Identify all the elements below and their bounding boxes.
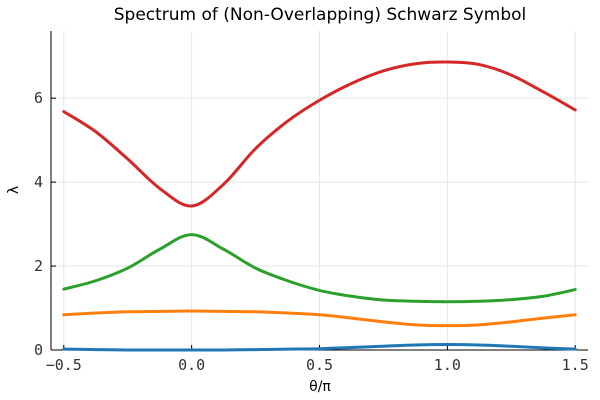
series-line-3 xyxy=(62,233,577,304)
x-tick-label: 1.0 xyxy=(434,356,461,374)
series-line-1 xyxy=(62,343,577,352)
x-tick-label: 0.0 xyxy=(178,356,205,374)
y-tick-label: 2 xyxy=(34,257,43,275)
chart-title: Spectrum of (Non-Overlapping) Schwarz Sy… xyxy=(114,5,527,25)
ticks: −0.5 0.0 0.5 1.0 1.5 0 2 4 6 xyxy=(34,89,589,374)
x-tick-label: 1.5 xyxy=(562,356,589,374)
series-group xyxy=(62,60,577,352)
x-tick-label: 0.5 xyxy=(306,356,333,374)
series-line-4 xyxy=(62,60,577,208)
grid xyxy=(51,31,588,351)
y-tick-label: 0 xyxy=(34,341,43,359)
x-axis-label: θ/π xyxy=(309,379,331,395)
y-tick-label: 4 xyxy=(34,173,43,191)
x-tick-label: −0.5 xyxy=(46,356,82,374)
y-tick-label: 6 xyxy=(34,89,43,107)
series-line-2 xyxy=(62,309,577,328)
y-axis-label: λ xyxy=(6,186,22,194)
